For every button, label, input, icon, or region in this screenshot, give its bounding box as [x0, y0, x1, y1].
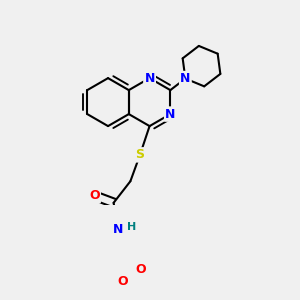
Text: O: O: [89, 189, 100, 202]
Text: S: S: [136, 148, 145, 161]
Text: N: N: [113, 223, 124, 236]
Text: N: N: [180, 72, 190, 85]
Text: H: H: [127, 222, 136, 232]
Text: O: O: [117, 275, 128, 288]
Text: O: O: [135, 263, 146, 276]
Text: N: N: [144, 72, 155, 85]
Text: N: N: [165, 108, 175, 121]
